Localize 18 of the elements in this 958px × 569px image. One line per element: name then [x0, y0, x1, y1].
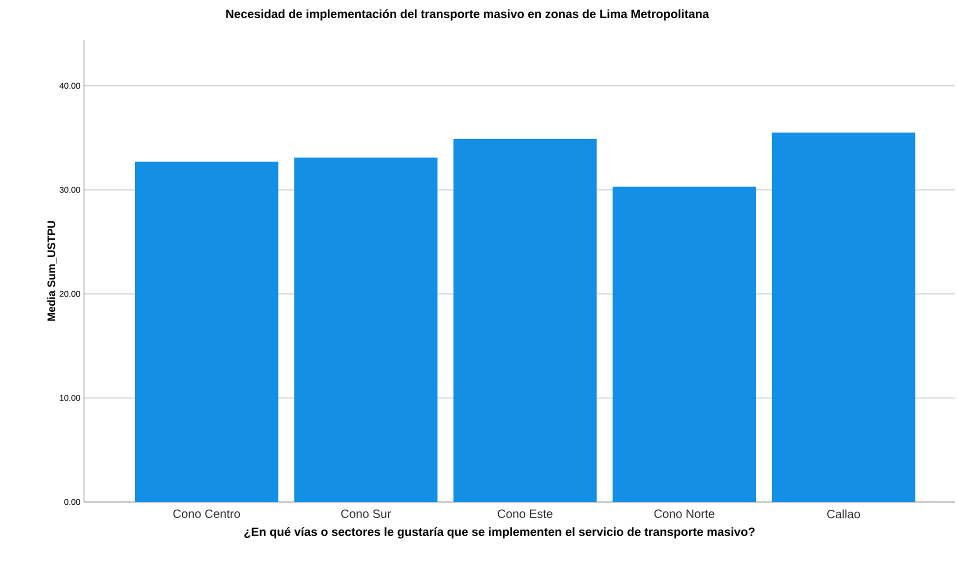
- y-tick-label: 30.00: [60, 186, 80, 193]
- bar: [294, 158, 438, 502]
- y-axis-title: Media Sum_USTPU: [47, 221, 56, 321]
- bar: [453, 138, 597, 502]
- chart-title: Necesidad de implementación del transporte masivo en zonas de Lima Metropolitana: [226, 9, 710, 20]
- x-tick-label: Cono Norte: [654, 510, 714, 518]
- x-tick-label: Cono Este: [498, 510, 552, 518]
- x-tick-label: Callao: [827, 510, 860, 518]
- y-tick-label: 20.00: [60, 290, 80, 297]
- y-tick-label: 40.00: [59, 82, 80, 89]
- x-axis-title: ¿En qué vías o sectores le gustaría que se implementen el servicio de transporte masivo?: [244, 527, 755, 538]
- x-tick-label: Cono Sur: [341, 510, 391, 518]
- bar: [612, 186, 756, 502]
- y-tick-label: 0.00: [64, 499, 80, 505]
- x-tick-label: Cono Centro: [173, 510, 240, 518]
- bar: [772, 132, 916, 502]
- y-tick-label: 10.00: [60, 394, 80, 401]
- bar: [134, 162, 278, 502]
